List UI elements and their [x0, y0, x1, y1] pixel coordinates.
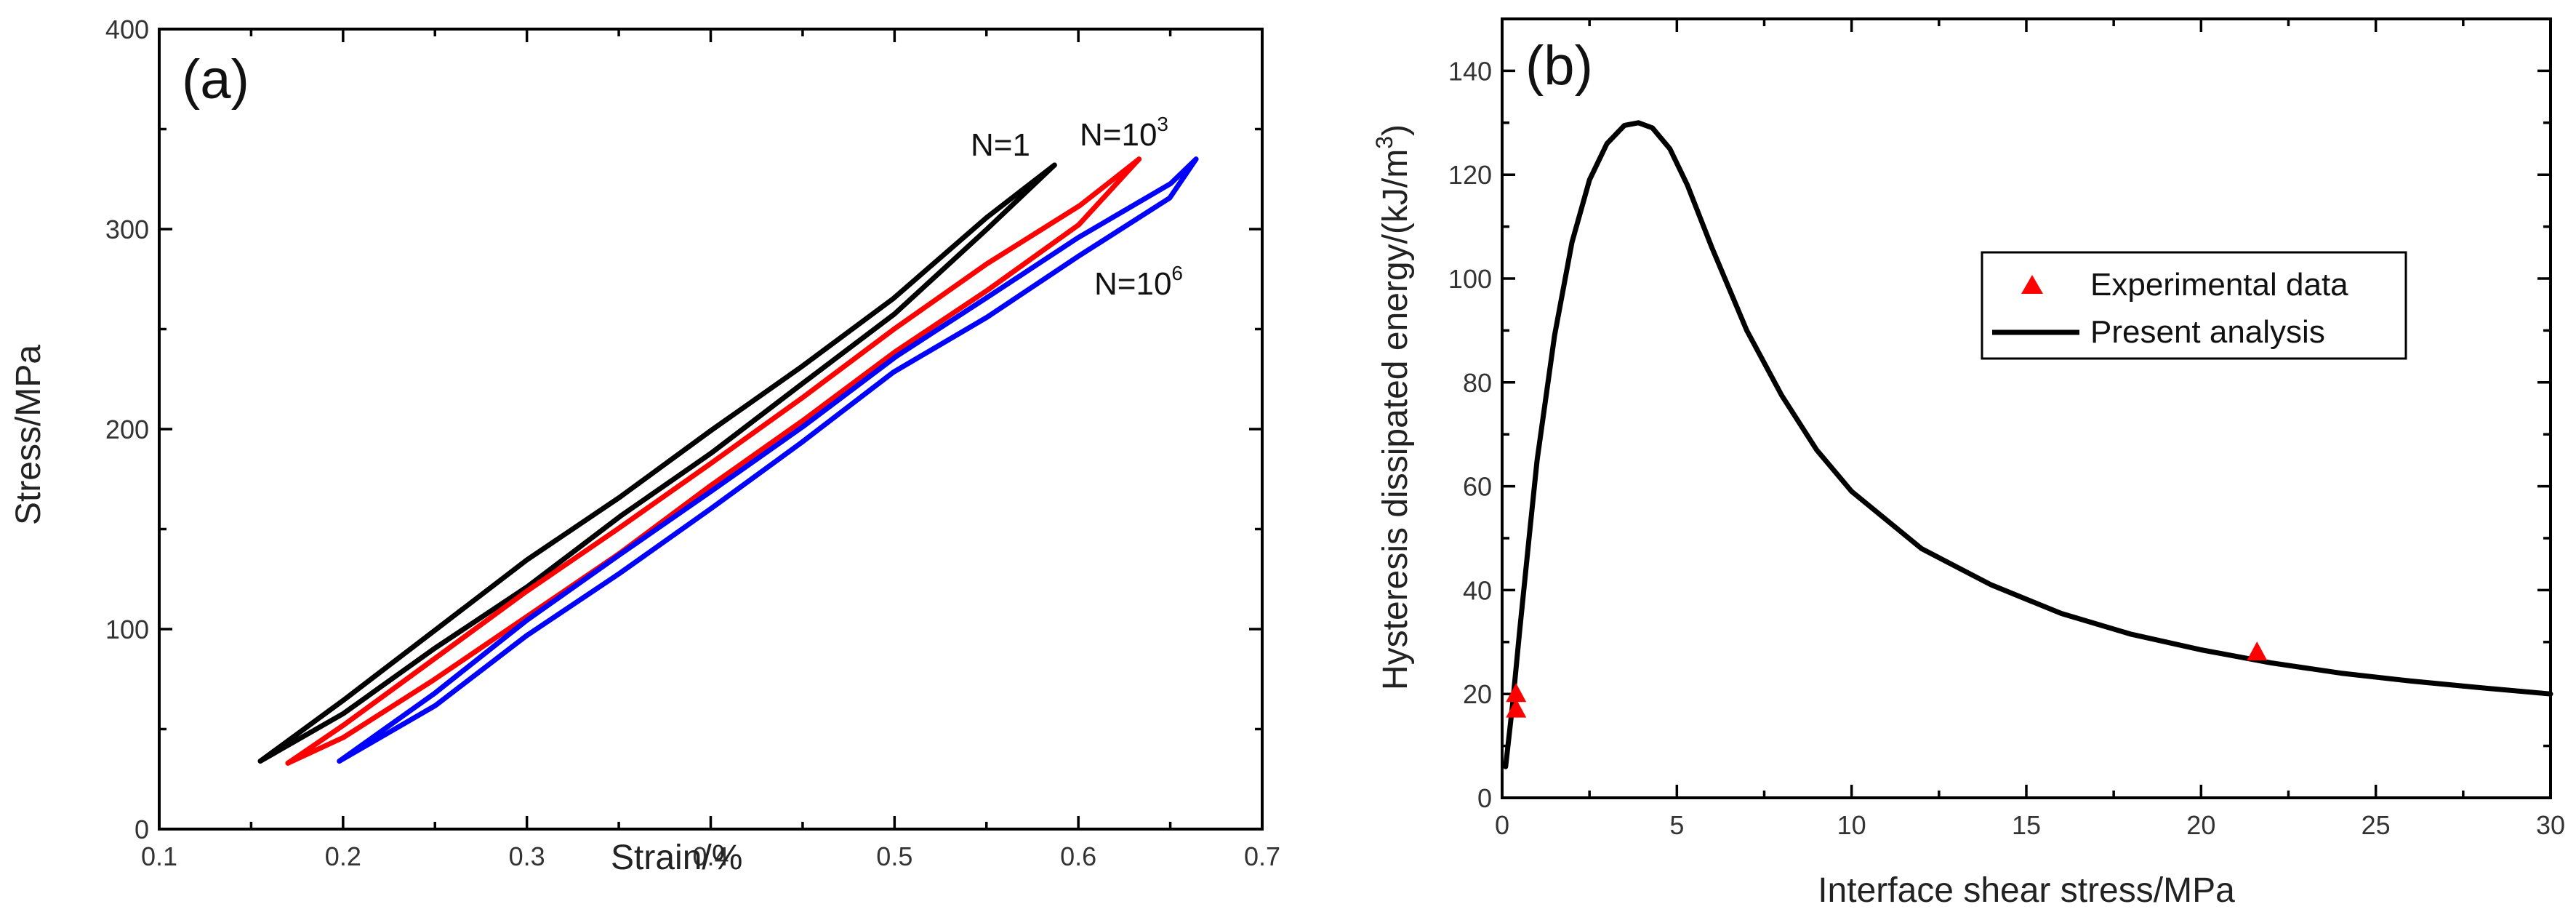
experimental-data-point — [2247, 641, 2268, 661]
panel-a-y-axis-title: Stress/MPa — [9, 345, 48, 525]
label-n1e3: N=103 — [1080, 113, 1168, 153]
series-3-unloading-curve — [337, 156, 1199, 764]
a-x-tick-label: 0.5 — [876, 841, 912, 871]
panel-a-x-axis-title: Strain/% — [611, 839, 742, 877]
b-y-tick-label: 40 — [1463, 575, 1492, 605]
series-2-loading-curve — [285, 156, 1142, 766]
b-y-tick-label: 100 — [1448, 264, 1492, 294]
a-y-tick-label: 100 — [105, 615, 149, 644]
a-x-tick-label: 0.3 — [509, 841, 545, 871]
panel-b-series — [1503, 120, 2553, 769]
series-2-unloading-curve — [285, 156, 1142, 766]
panel-b-x-axis-title: Interface shear stress/MPa — [1818, 871, 2235, 910]
b-y-tick-label: 20 — [1463, 679, 1492, 709]
panel-b-label: (b) — [1525, 35, 1593, 97]
b-x-tick-label: 20 — [2186, 810, 2215, 840]
b-y-tick-label: 80 — [1463, 368, 1492, 398]
panel-a-label: (a) — [182, 49, 249, 111]
a-x-tick-label: 0.2 — [325, 841, 361, 871]
b-y-tick-label: 140 — [1448, 56, 1492, 86]
a-y-tick-label: 300 — [105, 215, 149, 244]
series-1-unloading-curve — [257, 162, 1057, 764]
experimental-data-point — [1506, 698, 1527, 718]
legend-label-analysis: Present analysis — [2090, 314, 2325, 350]
panel-a-y-ticks: 0 100 200 300 400 — [105, 15, 1262, 844]
b-y-tick-label: 0 — [1477, 783, 1492, 813]
b-x-tick-label: 30 — [2536, 810, 2565, 840]
panel-a-series — [257, 156, 1199, 766]
legend-triangle-icon — [2021, 275, 2043, 294]
b-x-tick-label: 10 — [1837, 810, 1866, 840]
a-y-tick-label: 400 — [105, 15, 149, 44]
b-x-tick-label: 5 — [1669, 810, 1684, 840]
series-1-loading-curve — [257, 162, 1057, 764]
b-x-tick-label: 0 — [1495, 810, 1509, 840]
b-y-tick-label: 120 — [1448, 160, 1492, 190]
panel-b: 0 5 10 15 20 25 30 0 20 40 60 80 100 120 140 (b) Inte… — [1371, 17, 2565, 910]
a-x-tick-label: 0.1 — [141, 841, 177, 871]
label-n1: N=1 — [971, 127, 1030, 163]
legend-box — [1981, 251, 2407, 360]
b-x-tick-label: 15 — [2012, 810, 2041, 840]
panel-b-y-ticks: 0 20 40 60 80 100 120 140 — [1448, 56, 2551, 813]
legend: Experimental data Present analysis — [1981, 251, 2407, 360]
legend-label-experimental: Experimental data — [2090, 267, 2348, 303]
series-3-loading-curve — [337, 156, 1199, 764]
b-x-tick-label: 25 — [2362, 810, 2391, 840]
a-x-tick-label: 0.6 — [1060, 841, 1096, 871]
a-x-tick-label: 0.7 — [1244, 841, 1280, 871]
a-x-tick-label: 0.4 — [692, 841, 729, 871]
experimental-data-point — [1506, 683, 1527, 703]
a-y-tick-label: 0 — [135, 815, 149, 844]
panel-b-y-axis-title: Hysteresis dissipated energy/(kJ/m3) — [1371, 124, 1415, 690]
label-n1e6: N=106 — [1094, 262, 1183, 302]
panel-b-x-ticks: 0 5 10 15 20 25 30 — [1495, 19, 2565, 840]
present-analysis-curve — [1503, 120, 2553, 769]
panel-a-x-ticks: 0.1 0.2 0.3 0.4 0.5 0.6 0.7 — [141, 29, 1280, 871]
b-y-tick-label: 60 — [1463, 472, 1492, 502]
a-y-tick-label: 200 — [105, 415, 149, 444]
